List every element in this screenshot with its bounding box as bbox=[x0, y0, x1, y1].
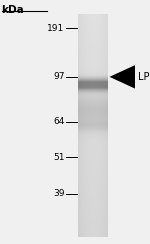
Text: 191: 191 bbox=[47, 24, 64, 32]
Text: 64: 64 bbox=[53, 118, 64, 126]
Polygon shape bbox=[110, 65, 135, 89]
Text: LPIN1: LPIN1 bbox=[138, 72, 150, 82]
Text: 51: 51 bbox=[53, 153, 64, 162]
Text: 97: 97 bbox=[53, 72, 64, 81]
Text: kDa: kDa bbox=[2, 5, 24, 15]
Text: 39: 39 bbox=[53, 190, 64, 198]
